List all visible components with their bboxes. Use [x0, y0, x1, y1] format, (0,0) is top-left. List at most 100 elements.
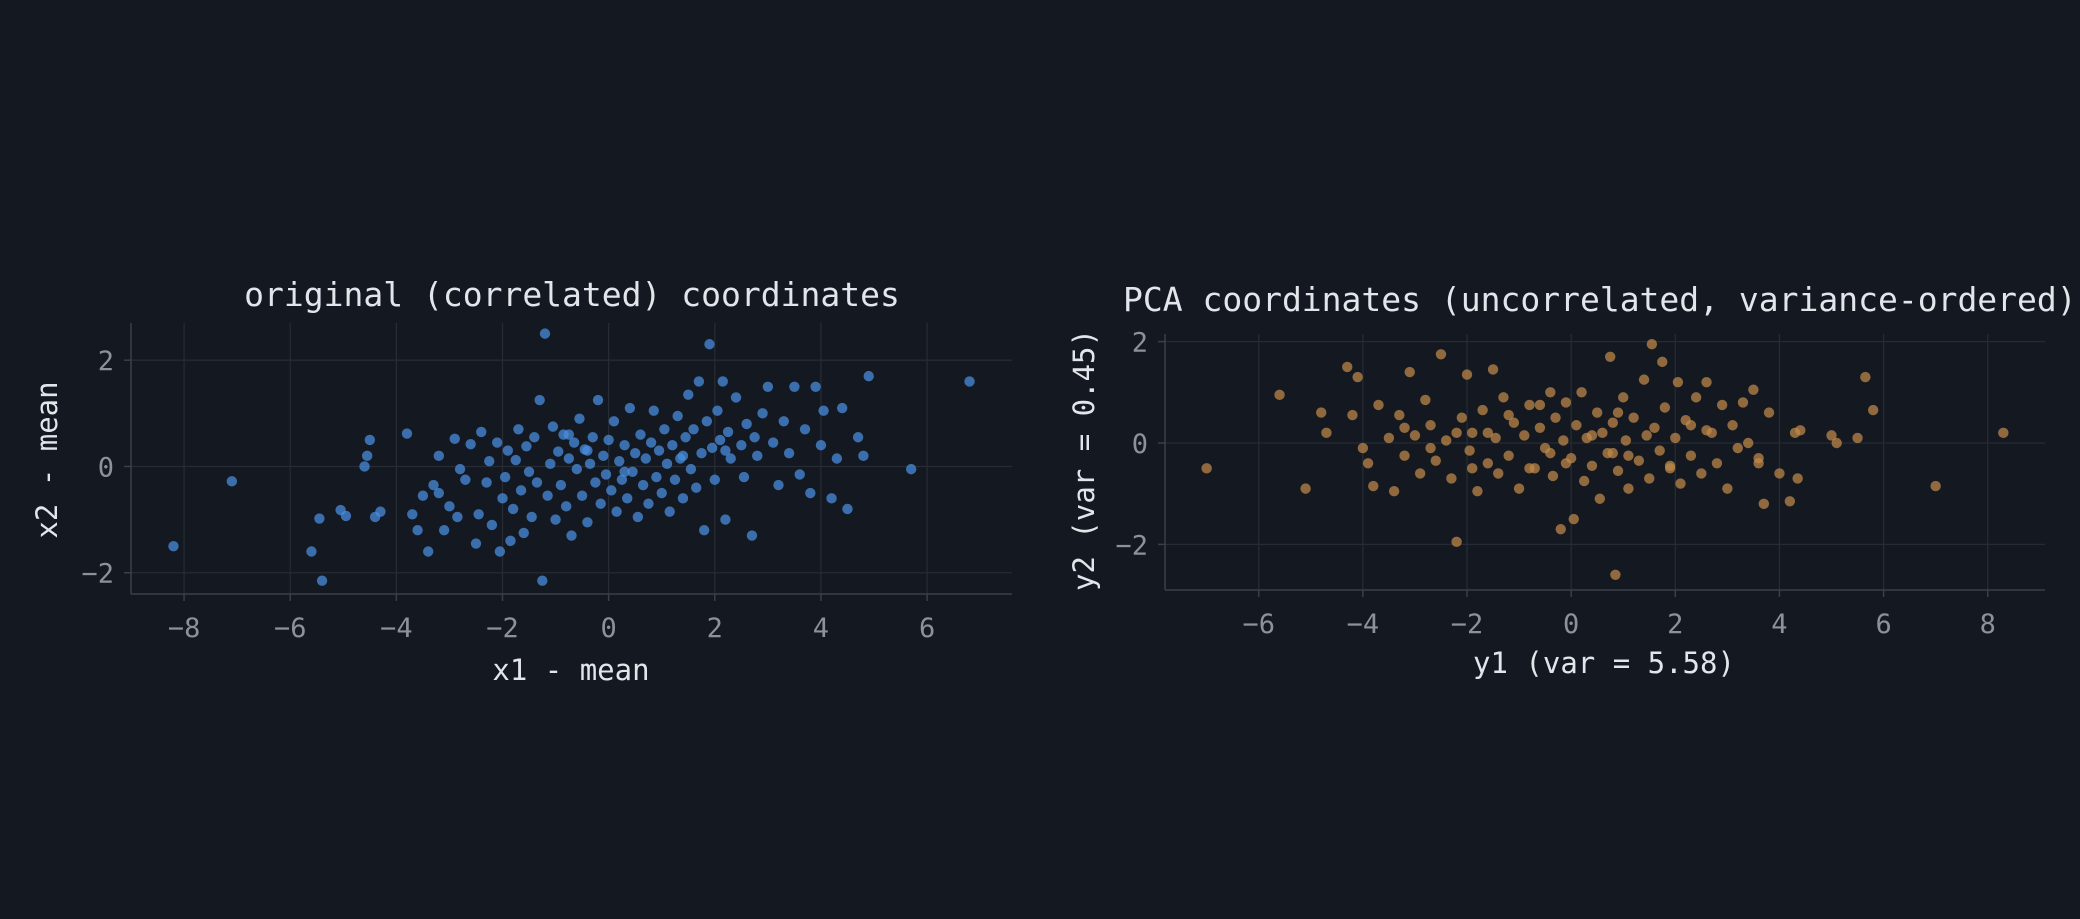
right-scatter-point: [1613, 407, 1623, 417]
right-scatter-point: [1384, 433, 1394, 443]
right-scatter-point: [1930, 481, 1940, 491]
right-scatter-point: [1300, 483, 1310, 493]
left-x-tick-label: −4: [380, 613, 413, 644]
left-scatter-point: [842, 504, 852, 514]
left-scatter-point: [540, 328, 550, 338]
left-scatter-point: [606, 485, 616, 495]
left-scatter-point: [773, 480, 783, 490]
left-x-axis-label: x1 - mean: [492, 653, 649, 687]
left-scatter-point: [619, 467, 629, 477]
right-x-axis-label: y1 (var = 5.58): [1473, 646, 1735, 680]
left-y-tick-label: 0: [98, 452, 114, 483]
right-scatter-point: [1691, 392, 1701, 402]
right-scatter-point: [1561, 458, 1571, 468]
left-scatter-point: [818, 405, 828, 415]
right-scatter-point: [1373, 400, 1383, 410]
left-y-tick-label: 2: [98, 346, 114, 377]
left-scatter-point: [702, 416, 712, 426]
left-scatter-point: [574, 413, 584, 423]
right-scatter-point: [1571, 420, 1581, 430]
right-scatter-point: [1597, 428, 1607, 438]
left-scatter-point: [646, 437, 656, 447]
right-scatter-point: [1569, 514, 1579, 524]
right-scatter-point: [1545, 448, 1555, 458]
left-x-tick-label: 6: [919, 613, 935, 644]
left-scatter-point: [511, 455, 521, 465]
left-scatter-point: [434, 451, 444, 461]
right-scatter-point: [1654, 445, 1664, 455]
right-scatter-point: [1753, 458, 1763, 468]
left-scatter-point: [521, 441, 531, 451]
left-scatter-point: [763, 382, 773, 392]
left-x-tick-label: 0: [601, 613, 617, 644]
right-x-tick-label: −4: [1347, 609, 1380, 640]
left-scatter-point: [471, 538, 481, 548]
left-scatter-point: [418, 490, 428, 500]
right-scatter-point: [1868, 405, 1878, 415]
right-scatter-point: [1535, 400, 1545, 410]
right-scatter-point: [1558, 435, 1568, 445]
right-scatter-point: [1759, 499, 1769, 509]
left-scatter-point: [317, 576, 327, 586]
left-scatter-point: [542, 490, 552, 500]
left-scatter-point: [534, 395, 544, 405]
right-scatter-point: [1363, 458, 1373, 468]
left-scatter-point: [375, 506, 385, 516]
left-scatter-point: [659, 424, 669, 434]
right-scatter-point: [1644, 473, 1654, 483]
left-scatter-point: [670, 475, 680, 485]
left-scatter-point: [688, 424, 698, 434]
right-scatter-point: [1860, 372, 1870, 382]
right-scatter-point: [1738, 397, 1748, 407]
right-scatter-point: [1274, 390, 1284, 400]
left-scatter-point: [662, 459, 672, 469]
right-scatter-point: [1550, 412, 1560, 422]
right-x-tick-label: 0: [1563, 609, 1579, 640]
right-scatter-point: [1316, 407, 1326, 417]
right-scatter-point: [1451, 537, 1461, 547]
right-scatter-point: [1321, 428, 1331, 438]
left-scatter-point: [752, 451, 762, 461]
right-scatter-point: [1399, 450, 1409, 460]
right-scatter-point: [1623, 483, 1633, 493]
left-y-axis-label: x2 - mean: [30, 381, 64, 538]
right-scatter-point: [1722, 483, 1732, 493]
right-scatter-point: [1462, 369, 1472, 379]
left-scatter-point: [519, 528, 529, 538]
right-scatter-point: [1701, 377, 1711, 387]
right-scatter-point: [1608, 418, 1618, 428]
left-scatter-point: [741, 419, 751, 429]
left-scatter-point: [712, 405, 722, 415]
left-scatter-point: [757, 408, 767, 418]
right-scatter-point: [1832, 438, 1842, 448]
right-scatter-point: [1535, 423, 1545, 433]
left-scatter-point: [718, 376, 728, 386]
left-y-tick-label: −2: [81, 559, 114, 590]
right-scatter-point: [1457, 412, 1467, 422]
left-scatter-point: [964, 376, 974, 386]
right-scatter-point: [1748, 385, 1758, 395]
left-scatter-point: [566, 530, 576, 540]
left-scatter-point: [497, 493, 507, 503]
left-scatter-point: [537, 576, 547, 586]
right-scatter-point: [1545, 387, 1555, 397]
right-scatter-point: [1727, 420, 1737, 430]
left-scatter-point: [694, 376, 704, 386]
left-scatter-point: [524, 467, 534, 477]
right-scatter-point: [1519, 430, 1529, 440]
left-scatter-panel: original (correlated) coordinates −8 −6 −4…: [30, 275, 1012, 687]
right-scatter-point: [1733, 443, 1743, 453]
right-scatter-point: [1785, 496, 1795, 506]
left-scatter-point: [314, 513, 324, 523]
left-scatter-point: [439, 525, 449, 535]
right-scatter-point: [1488, 364, 1498, 374]
left-scatter-point: [553, 446, 563, 456]
left-scatter-point: [561, 501, 571, 511]
left-scatter-point: [680, 432, 690, 442]
right-scatter-point: [1467, 463, 1477, 473]
right-scatter-point: [1201, 463, 1211, 473]
right-scatter-point: [1641, 430, 1651, 440]
left-scatter-point: [641, 453, 651, 463]
left-scatter-point: [707, 443, 717, 453]
left-scatter-point: [359, 461, 369, 471]
